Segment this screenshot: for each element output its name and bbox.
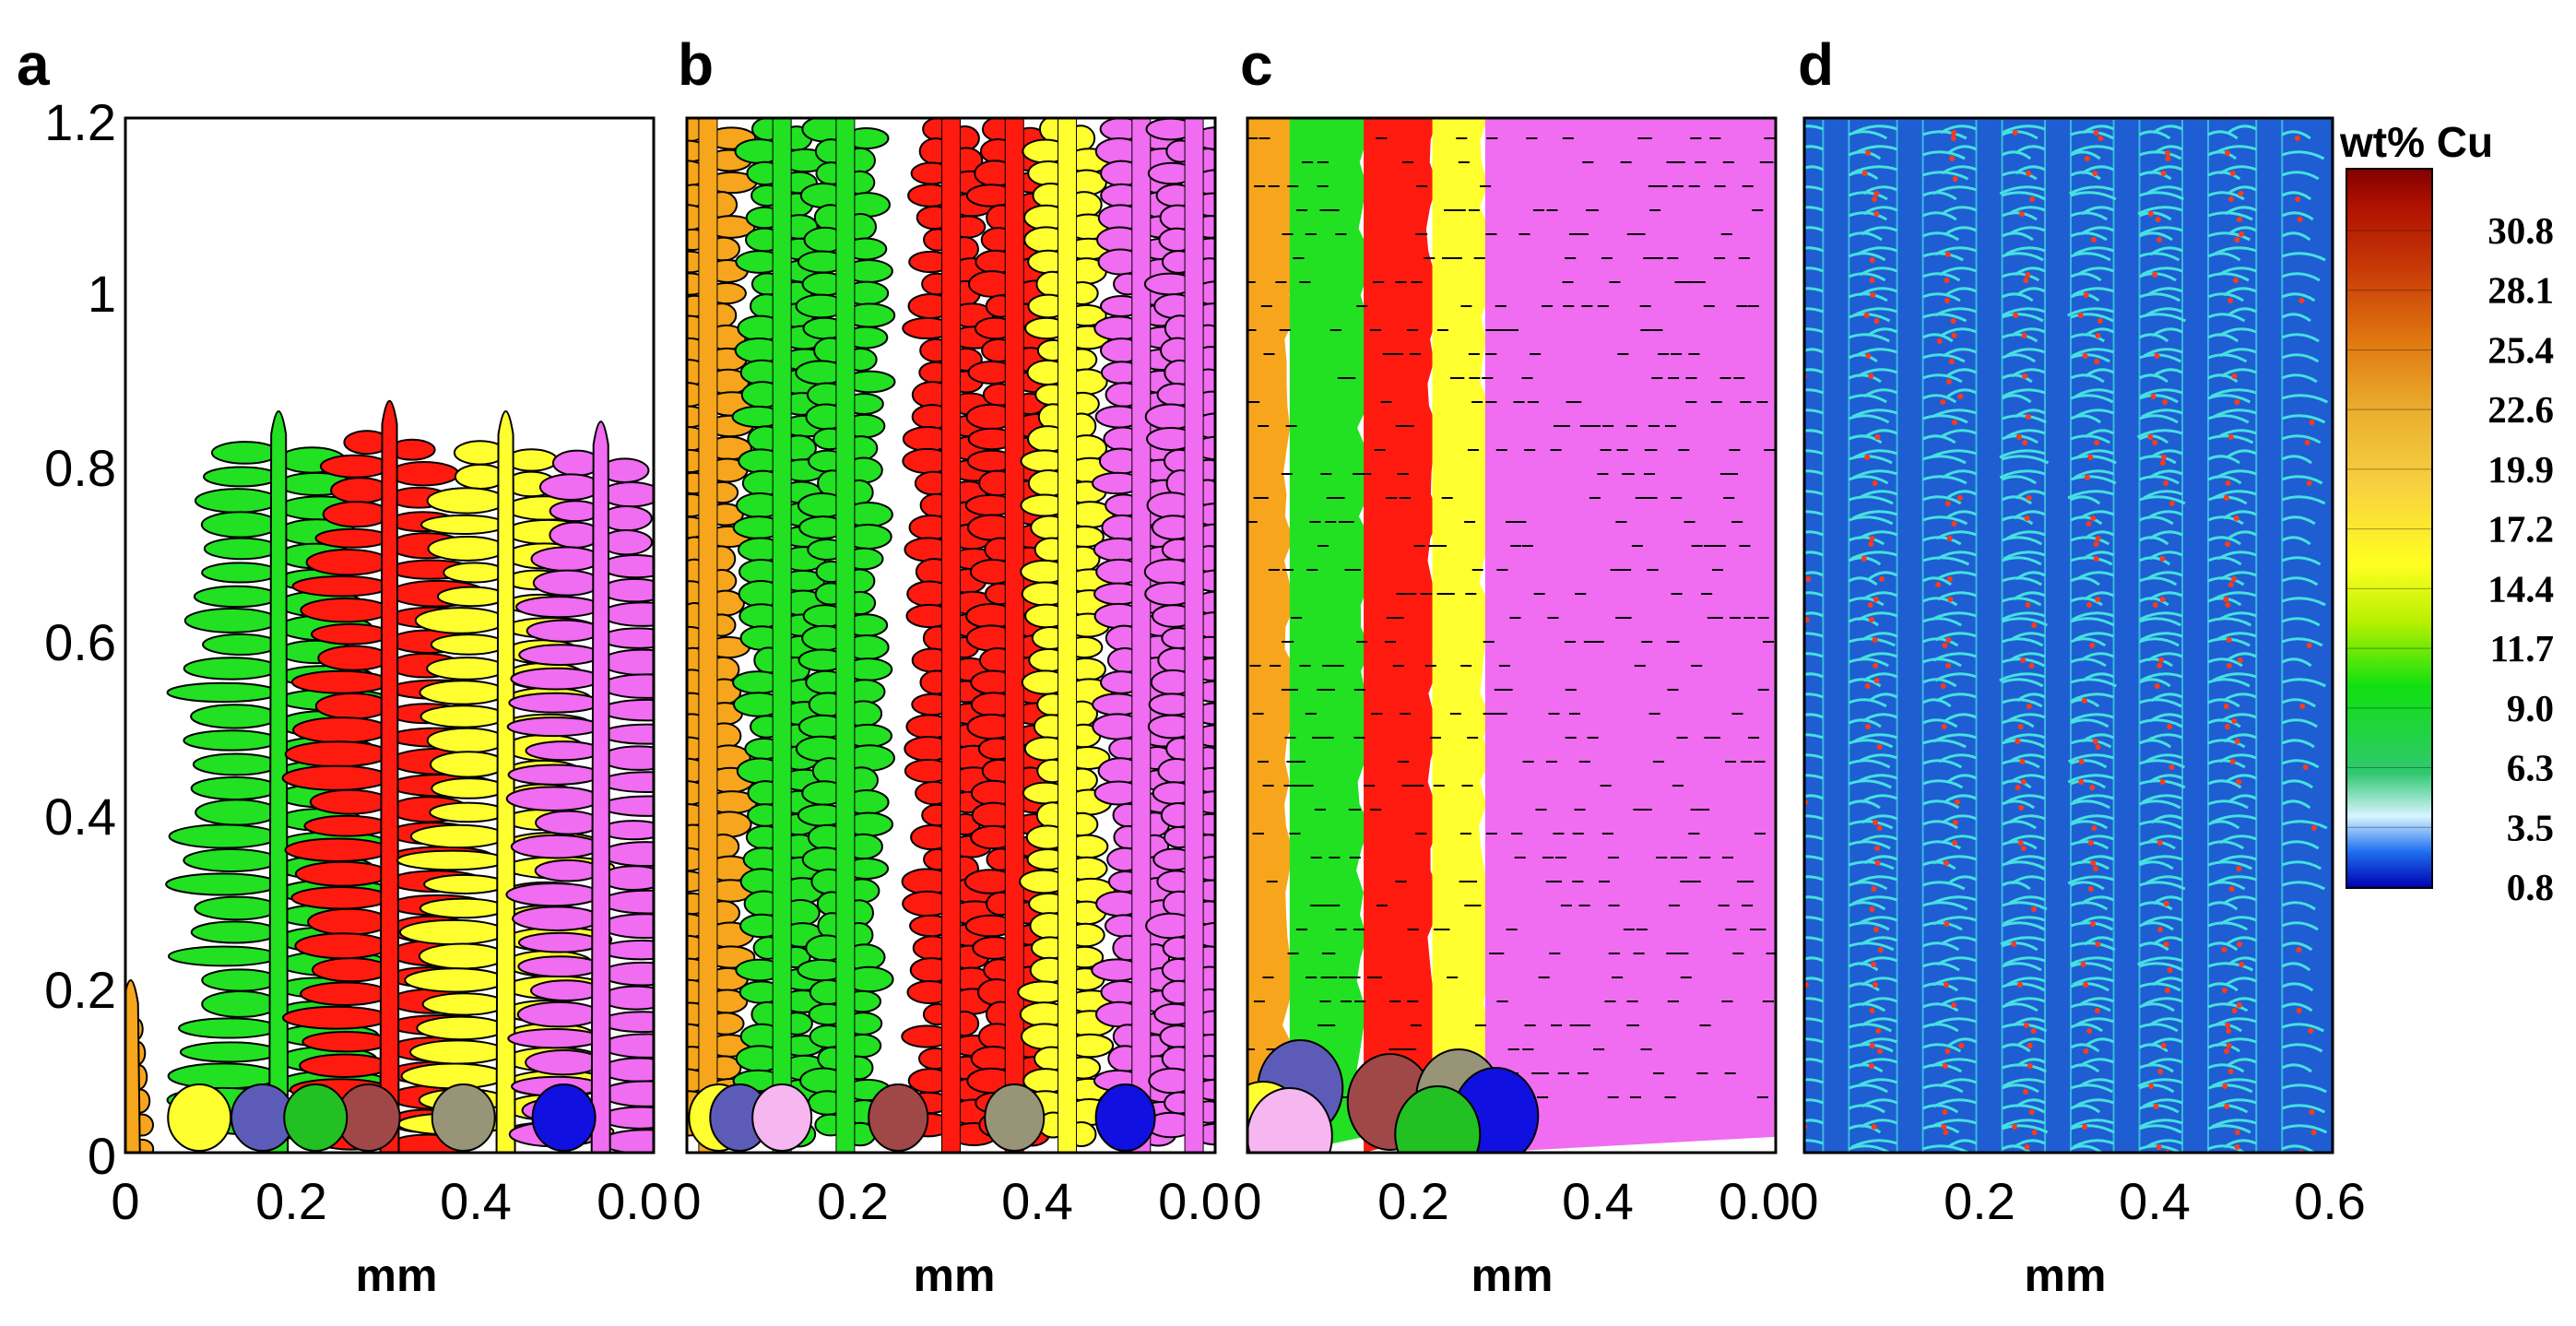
colorbar-label: 17.2: [2487, 508, 2554, 551]
colorbar-label: 25.4: [2487, 328, 2554, 371]
panel-c-xticks: 0 0.2 0.4 0.0: [1233, 1172, 1790, 1230]
panel-d-letter: d: [1798, 31, 1834, 98]
dendrite-b-2: [795, 118, 896, 1153]
colorbar-label: 3.5: [2507, 806, 2554, 848]
seed-b-4: [1094, 1083, 1156, 1152]
seed-b-2: [868, 1083, 929, 1152]
xtick-b-0-2: 0.2: [817, 1172, 889, 1230]
seed-c-6: [1394, 1085, 1482, 1153]
xtick-d-0-2: 0.2: [1944, 1172, 2015, 1230]
dendrite-b-3: [901, 118, 1001, 1153]
colorbar-label: 30.8: [2487, 209, 2554, 252]
colorbar-label: 28.1: [2487, 269, 2554, 312]
colorbar-label: 19.9: [2487, 448, 2554, 491]
colorbar-label: 0.8: [2507, 866, 2554, 908]
grain-c-2: [1364, 118, 1440, 1153]
panel-a-xticks: 0 0.2 0.4 0.0: [111, 1172, 668, 1230]
panel-a-xlabel: mm: [356, 1249, 438, 1301]
xtick-a-0-4: 0.4: [440, 1172, 512, 1230]
seed-a-0: [167, 1083, 232, 1152]
panel-a-letter: a: [17, 31, 50, 98]
xtick-b-0-4: 0.4: [1001, 1172, 1073, 1230]
colorbar-label: 14.4: [2487, 567, 2554, 610]
y-axis-ticks: 1.2 1 0.8 0.6 0.4 0.2 0: [44, 93, 116, 1185]
dendrite-b-7: [1143, 118, 1215, 1153]
xtick-b-0: 0: [672, 1172, 701, 1230]
panel-b-frame: [685, 116, 1217, 1154]
panel-d-concentration: [1804, 118, 2333, 1153]
xtick-c-0: 0: [1233, 1172, 1261, 1230]
colorbar-label: 11.7: [2490, 627, 2555, 669]
grain-c-1: [1289, 118, 1371, 1153]
seed-b-5: [751, 1083, 813, 1152]
ytick-1: 1: [88, 265, 116, 323]
solute-network-1: [1850, 120, 1970, 1153]
seed-c-5: [1247, 1087, 1333, 1153]
xtick-d-0: 0: [1790, 1172, 1818, 1230]
colorbar-gradient: [2346, 168, 2433, 889]
ytick-0-6: 0.6: [44, 613, 116, 671]
seed-a-3: [431, 1083, 496, 1152]
seed-a-4: [531, 1083, 597, 1152]
panel-a-dendrites: [125, 118, 654, 1153]
xtick-c-0-0: 0.0: [1719, 1172, 1790, 1230]
dendrite-a-0: [125, 979, 155, 1153]
colorbar: wt% Cu 30.8 28.1 25.4 22.6 19.9 17.2 14.4 11.7 9…: [2339, 118, 2554, 908]
solute-network-5: [2136, 120, 2254, 1153]
ytick-0: 0: [88, 1127, 116, 1185]
dendrite-a-4: [505, 420, 654, 1153]
colorbar-label: 6.3: [2507, 747, 2554, 789]
seed-b-3: [984, 1083, 1046, 1152]
panel-c-grains: [1247, 118, 1776, 1153]
panel-b-dendrites: [687, 118, 1215, 1153]
panel-b-xlabel: mm: [914, 1249, 996, 1301]
ytick-0-8: 0.8: [44, 439, 116, 497]
xtick-c-0-4: 0.4: [1562, 1172, 1634, 1230]
panel-d-xlabel: mm: [2025, 1249, 2107, 1301]
ytick-0-4: 0.4: [44, 787, 116, 846]
panel-c-letter: c: [1240, 31, 1273, 98]
panel-b-xticks: 0 0.2 0.4 0.0: [672, 1172, 1230, 1230]
grain-c-0: [1247, 118, 1297, 1153]
xtick-a-0-2: 0.2: [255, 1172, 327, 1230]
panel-d-xticks: 0 0.2 0.4 0.6: [1790, 1172, 2366, 1230]
xtick-c-0-2: 0.2: [1377, 1172, 1449, 1230]
colorbar-title: wt% Cu: [2339, 118, 2493, 166]
solute-network-6: [2210, 120, 2328, 1153]
panel-c-frame: [1246, 116, 1778, 1154]
xtick-d-0-6: 0.6: [2294, 1172, 2366, 1230]
panel-b-letter: b: [678, 31, 714, 98]
dendrite-b-5: [1017, 118, 1117, 1153]
panel-d-frame: [1802, 116, 2334, 1154]
grain-c-3: [1432, 118, 1492, 1153]
ytick-0-2: 0.2: [44, 961, 116, 1019]
dendrite-b-0: [687, 118, 758, 1153]
xtick-a-0: 0: [111, 1172, 139, 1230]
ytick-1-2: 1.2: [44, 93, 116, 151]
seed-a-5: [283, 1083, 349, 1152]
xtick-b-0-0: 0.0: [1158, 1172, 1230, 1230]
colorbar-label: 22.6: [2487, 388, 2554, 431]
grain-c-4: [1484, 118, 1776, 1153]
panel-a-frame: [124, 116, 656, 1154]
xtick-a-0-0: 0.0: [597, 1172, 668, 1230]
panel-c-xlabel: mm: [1471, 1249, 1554, 1301]
colorbar-label: 9.0: [2507, 687, 2554, 729]
xtick-d-0-4: 0.4: [2119, 1172, 2191, 1230]
